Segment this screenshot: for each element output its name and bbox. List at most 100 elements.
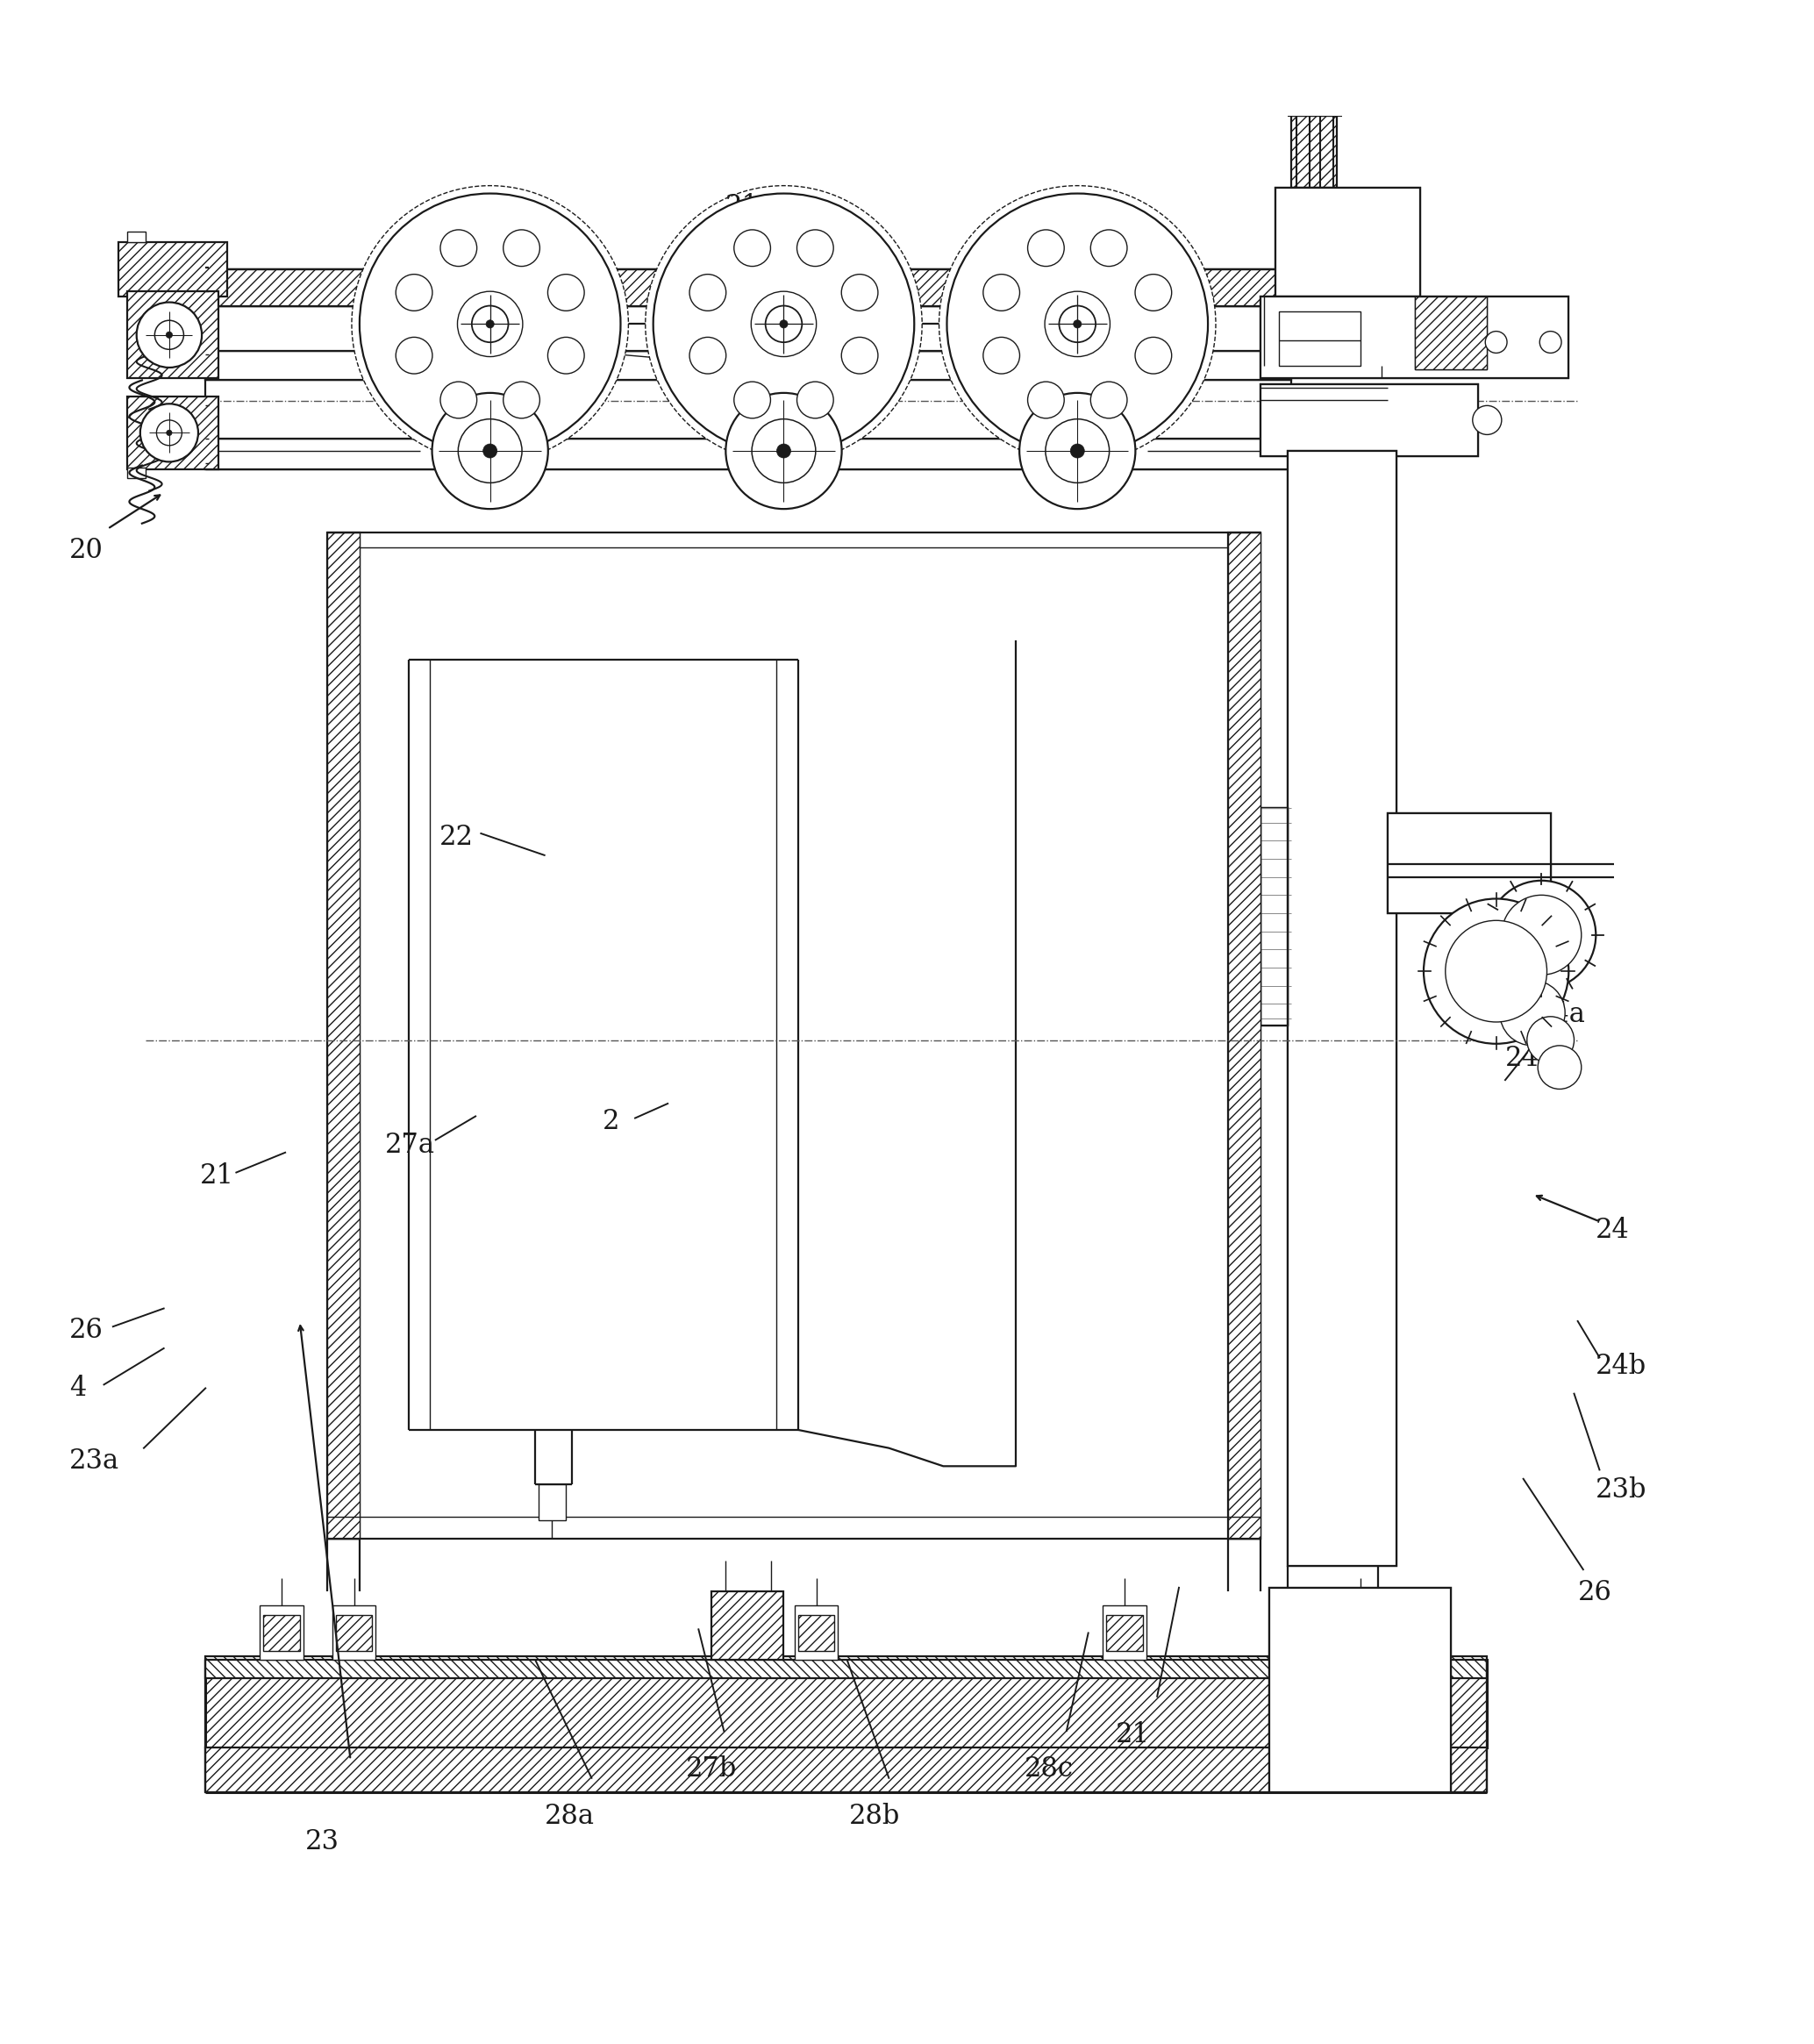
- Bar: [1292, 117, 1337, 188]
- Circle shape: [1136, 337, 1172, 374]
- Text: 23: 23: [305, 1827, 339, 1856]
- Bar: [205, 270, 1292, 307]
- Bar: [539, 1484, 566, 1521]
- Circle shape: [548, 274, 584, 311]
- Circle shape: [1487, 881, 1596, 989]
- Bar: [798, 1615, 834, 1652]
- Bar: [118, 243, 227, 296]
- Circle shape: [646, 186, 922, 462]
- Bar: [205, 270, 1292, 307]
- Text: 23b: 23b: [1596, 1476, 1647, 1502]
- Text: 21: 21: [1116, 1721, 1150, 1748]
- Circle shape: [1136, 274, 1172, 311]
- Bar: [1228, 533, 1261, 1539]
- Text: 26: 26: [1578, 1580, 1613, 1607]
- Text: 28b: 28b: [849, 1803, 900, 1829]
- Bar: [336, 1615, 372, 1652]
- Circle shape: [1045, 292, 1110, 356]
- Text: 28a: 28a: [544, 1803, 595, 1829]
- Circle shape: [947, 194, 1208, 454]
- Bar: [1342, 1615, 1379, 1652]
- Circle shape: [1059, 307, 1096, 341]
- Circle shape: [796, 382, 833, 419]
- Circle shape: [751, 419, 816, 482]
- Bar: [795, 1607, 838, 1660]
- Bar: [1103, 1607, 1146, 1660]
- Circle shape: [432, 392, 548, 509]
- Circle shape: [167, 331, 172, 337]
- Bar: [1415, 296, 1487, 370]
- Circle shape: [1500, 981, 1565, 1047]
- Text: 20: 20: [69, 538, 103, 564]
- Circle shape: [352, 186, 628, 462]
- Bar: [127, 292, 218, 378]
- Bar: [205, 352, 1292, 380]
- Circle shape: [359, 194, 620, 454]
- Circle shape: [653, 194, 914, 454]
- Circle shape: [441, 229, 477, 266]
- Circle shape: [167, 429, 172, 435]
- Circle shape: [842, 337, 878, 374]
- Circle shape: [1074, 321, 1081, 327]
- Circle shape: [1029, 229, 1065, 266]
- Circle shape: [1424, 899, 1569, 1044]
- Circle shape: [940, 186, 1215, 462]
- Bar: [1261, 807, 1288, 1026]
- Circle shape: [1446, 920, 1547, 1022]
- Circle shape: [502, 382, 541, 419]
- Circle shape: [395, 337, 432, 374]
- Circle shape: [1502, 895, 1582, 975]
- Bar: [1275, 188, 1420, 296]
- Text: 26: 26: [69, 1316, 103, 1343]
- Circle shape: [983, 274, 1019, 311]
- Text: 21: 21: [200, 1163, 234, 1190]
- Bar: [1270, 1588, 1451, 1793]
- Bar: [259, 1607, 303, 1660]
- Text: 24a: 24a: [1536, 1002, 1585, 1028]
- Bar: [127, 468, 145, 478]
- Circle shape: [842, 274, 878, 311]
- Bar: [205, 1656, 1487, 1678]
- Circle shape: [1473, 405, 1502, 435]
- Circle shape: [1045, 419, 1110, 482]
- Circle shape: [1538, 1047, 1582, 1089]
- Circle shape: [1029, 382, 1065, 419]
- Text: Fig. 2: Fig. 2: [1442, 948, 1576, 993]
- Text: 24c: 24c: [1506, 1044, 1555, 1071]
- Circle shape: [1486, 331, 1507, 354]
- Circle shape: [766, 307, 802, 341]
- Circle shape: [486, 321, 493, 327]
- Circle shape: [689, 337, 726, 374]
- Bar: [1388, 814, 1551, 914]
- Text: 24: 24: [1596, 1216, 1629, 1245]
- Text: 21: 21: [726, 192, 760, 221]
- Text: 24b: 24b: [1596, 1353, 1647, 1380]
- Bar: [205, 1660, 1487, 1748]
- Bar: [711, 1592, 784, 1660]
- Circle shape: [780, 321, 787, 327]
- Bar: [205, 437, 1292, 468]
- Bar: [205, 1748, 1487, 1793]
- Bar: [1261, 384, 1478, 456]
- Bar: [1388, 814, 1551, 914]
- Circle shape: [156, 421, 181, 446]
- Bar: [127, 231, 145, 243]
- Circle shape: [689, 274, 726, 311]
- Bar: [1261, 807, 1288, 1026]
- Text: 2: 2: [602, 1108, 620, 1134]
- Circle shape: [1090, 229, 1126, 266]
- Bar: [1288, 452, 1397, 1566]
- Circle shape: [796, 229, 833, 266]
- Circle shape: [140, 405, 198, 462]
- Bar: [1261, 296, 1569, 378]
- Circle shape: [735, 382, 771, 419]
- Circle shape: [459, 419, 522, 482]
- Circle shape: [395, 274, 432, 311]
- Bar: [1107, 1615, 1143, 1652]
- Text: 4: 4: [69, 1376, 87, 1402]
- Bar: [327, 533, 359, 1539]
- Bar: [1270, 1588, 1451, 1793]
- Circle shape: [1070, 444, 1085, 458]
- Bar: [127, 397, 218, 468]
- Bar: [136, 292, 209, 311]
